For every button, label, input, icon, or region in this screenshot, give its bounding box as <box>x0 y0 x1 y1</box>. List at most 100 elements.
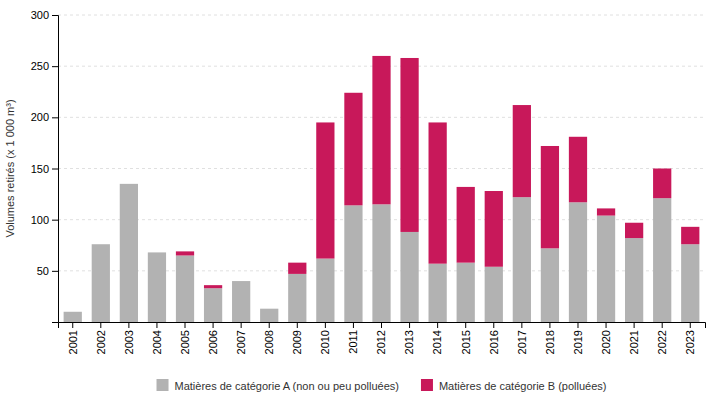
bar-segment <box>429 264 447 322</box>
x-tick: 2020 <box>600 322 612 354</box>
chart: 2001200220032004200520062007200820092010… <box>0 0 725 400</box>
x-tick-mark <box>128 322 129 328</box>
bar-segment <box>288 274 306 322</box>
x-tick-mark <box>325 322 326 328</box>
bar-segment <box>288 263 306 274</box>
bar-segment <box>176 255 194 322</box>
bar-segment <box>541 248 559 322</box>
x-tick-label: 2004 <box>151 330 163 354</box>
bar-segment <box>597 208 615 215</box>
x-tick: 2016 <box>488 322 500 354</box>
bar-segment <box>64 312 82 322</box>
y-axis-line <box>52 16 59 323</box>
x-tick-mark <box>493 322 494 328</box>
bar-segment <box>232 281 250 282</box>
x-tick-label: 2015 <box>460 330 472 354</box>
x-tick-label: 2010 <box>319 330 331 354</box>
y-tick-label: 50 <box>37 265 49 277</box>
bar-segment <box>681 227 699 244</box>
bar-segment <box>372 56 390 204</box>
bar-segment <box>653 169 671 199</box>
x-tick: 2014 <box>431 322 443 354</box>
bar-segment <box>148 252 166 253</box>
bar-segment <box>204 285 222 288</box>
x-tick-label: 2018 <box>544 330 556 354</box>
x-tick: 2012 <box>375 322 387 354</box>
x-tick: 2008 <box>263 322 275 354</box>
bar-segment <box>260 308 278 309</box>
bar-segment <box>625 223 643 238</box>
x-tick-label: 2009 <box>291 330 303 354</box>
y-tick-label: 300 <box>31 9 49 21</box>
x-tick-mark <box>213 322 214 328</box>
bar-segment <box>457 263 475 322</box>
x-tick: 2017 <box>516 322 528 354</box>
legend-swatch <box>157 379 169 391</box>
y-tick-mark <box>52 15 58 16</box>
x-tick-mark <box>100 322 101 328</box>
bars <box>64 56 700 322</box>
bar-segment <box>485 267 503 322</box>
bar-segment <box>204 288 222 322</box>
x-tick: 2003 <box>123 322 135 354</box>
x-tick-label: 2008 <box>263 330 275 354</box>
x-tick-label: 2020 <box>600 330 612 354</box>
y-tick-label: 250 <box>31 60 49 72</box>
bar-segment <box>653 198 671 322</box>
bar-segment <box>625 238 643 322</box>
x-tick-label: 2019 <box>572 330 584 354</box>
x-tick-mark <box>577 322 578 328</box>
y-tick: 250 <box>31 60 58 72</box>
x-tick-mark <box>241 322 242 328</box>
x-tick-label: 2023 <box>684 330 696 354</box>
bar-segment <box>120 184 138 322</box>
bar-segment <box>176 251 194 255</box>
legend-item: Matières de catégorie B (polluées) <box>421 379 607 392</box>
x-tick-mark <box>465 322 466 328</box>
x-tick-label: 2012 <box>375 330 387 354</box>
bar-segment <box>232 281 250 322</box>
x-tick-mark <box>634 322 635 328</box>
x-tick-mark <box>606 322 607 328</box>
bar-segment <box>92 244 110 322</box>
x-tick-mark <box>521 322 522 328</box>
legend-label: Matières de catégorie B (polluées) <box>439 380 607 392</box>
bar-segment <box>681 244 699 322</box>
bar-segment <box>344 93 362 206</box>
series <box>64 184 700 322</box>
x-tick: 2004 <box>151 322 163 354</box>
bar-segment <box>597 216 615 322</box>
y-tick: 200 <box>31 111 58 123</box>
x-tick: 2013 <box>403 322 415 354</box>
x-tick: 2011 <box>347 322 359 354</box>
x-tick: 2015 <box>460 322 472 354</box>
legend-item: Matières de catégorie A (non ou peu poll… <box>157 379 399 392</box>
x-tick-label: 2013 <box>403 330 415 354</box>
x-tick-mark <box>297 322 298 328</box>
bar-segment <box>148 252 166 322</box>
x-tick-mark <box>156 322 157 328</box>
x-tick-label: 2021 <box>628 330 640 354</box>
x-tick: 2001 <box>67 322 79 354</box>
legend-label: Matières de catégorie A (non ou peu poll… <box>175 380 399 392</box>
bar-segment <box>569 137 587 202</box>
bar-segment <box>316 122 334 258</box>
x-tick-mark <box>437 322 438 328</box>
y-tick-mark <box>52 271 58 272</box>
x-tick-label: 2003 <box>123 330 135 354</box>
x-tick: 2018 <box>544 322 556 354</box>
y-tick-label: 100 <box>31 214 49 226</box>
bar-segment <box>513 105 531 197</box>
bar-segment <box>569 202 587 322</box>
x-axis-line <box>59 323 706 329</box>
plot: 2001200220032004200520062007200820092010… <box>4 9 706 354</box>
y-tick: 100 <box>31 214 58 226</box>
y-tick: 300 <box>31 9 58 21</box>
y-tick-mark <box>52 169 58 170</box>
x-tick-label: 2002 <box>95 330 107 354</box>
grid-line <box>58 15 705 16</box>
x-axis: 2001200220032004200520062007200820092010… <box>59 322 706 354</box>
x-tick-label: 2001 <box>67 330 79 354</box>
x-tick-mark <box>662 322 663 328</box>
bar-segment <box>64 311 82 312</box>
